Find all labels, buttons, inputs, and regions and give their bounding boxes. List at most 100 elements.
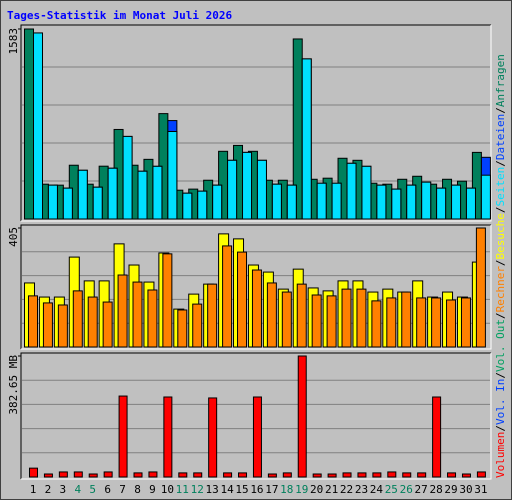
- bar: [451, 184, 462, 220]
- legend-entry: Anfragen: [494, 54, 507, 107]
- bar: [42, 302, 53, 348]
- bar: [480, 174, 491, 220]
- legend-entry: Vol. Out: [494, 319, 507, 372]
- legend-separator: /: [494, 107, 507, 114]
- bar: [271, 183, 282, 220]
- bar: [162, 253, 173, 348]
- panel-border: [21, 353, 492, 480]
- bar: [281, 291, 292, 348]
- bar: [28, 295, 38, 348]
- legend-separator: /: [494, 259, 507, 266]
- bar: [238, 472, 248, 478]
- bar: [401, 291, 412, 348]
- x-tick-label: 23: [355, 483, 368, 496]
- panel-border: [20, 24, 491, 221]
- bar: [29, 467, 38, 478]
- bar: [461, 473, 471, 478]
- bar: [43, 473, 53, 478]
- bar: [88, 473, 98, 478]
- bar: [132, 281, 143, 348]
- bar: [371, 300, 382, 348]
- bar: [406, 184, 417, 220]
- bar: [327, 473, 337, 478]
- chart-title: Tages-Statistik im Monat Juli 2026: [7, 9, 233, 22]
- panel-border: [21, 225, 492, 350]
- bar: [107, 167, 118, 220]
- bar: [208, 397, 218, 478]
- bar: [331, 182, 342, 220]
- bar: [223, 472, 233, 478]
- bar: [465, 187, 476, 220]
- legend-separator: /: [494, 425, 507, 432]
- bar: [118, 395, 128, 478]
- x-tick-label: 16: [250, 483, 263, 496]
- bar: [402, 472, 412, 478]
- bar: [417, 472, 427, 478]
- bar: [167, 131, 178, 220]
- legend-separator: /: [494, 160, 507, 167]
- bar: [391, 188, 402, 220]
- bar: [311, 294, 322, 348]
- bar: [342, 472, 352, 478]
- bar: [58, 471, 68, 478]
- bar: [137, 170, 148, 220]
- legend-entry: Dateien: [494, 114, 507, 160]
- bar: [152, 165, 163, 220]
- bar: [387, 471, 397, 478]
- bar: [286, 184, 297, 220]
- x-tick-label: 27: [415, 483, 428, 496]
- bar: [376, 184, 387, 220]
- y-tick-label: 405: [7, 227, 20, 247]
- x-tick-label: 10: [161, 483, 174, 496]
- bar: [178, 472, 188, 478]
- x-tick-label: 8: [134, 483, 141, 496]
- bar: [92, 186, 103, 220]
- bar: [256, 159, 267, 220]
- bar: [460, 297, 471, 348]
- bar: [447, 472, 457, 478]
- bar: [251, 269, 262, 348]
- bar: [242, 151, 253, 220]
- bar: [117, 274, 128, 348]
- bar: [326, 295, 337, 348]
- legend-entry: Besuche: [494, 213, 507, 259]
- bar: [222, 245, 233, 348]
- bar: [312, 473, 322, 478]
- x-tick-label: 7: [119, 483, 126, 496]
- bar: [237, 251, 248, 348]
- panel-border: [20, 352, 491, 479]
- bar: [316, 182, 327, 220]
- bar: [296, 283, 307, 348]
- bar: [436, 187, 447, 220]
- x-tick-label: 4: [74, 483, 81, 496]
- bar: [122, 135, 133, 220]
- x-tick-label: 18: [280, 483, 293, 496]
- bar: [182, 192, 193, 220]
- bar: [282, 472, 292, 478]
- bar: [192, 303, 203, 348]
- x-tick-label: 3: [60, 483, 67, 496]
- bar: [416, 297, 427, 348]
- x-tick-label: 6: [104, 483, 111, 496]
- x-tick-label: 1: [30, 483, 37, 496]
- y-tick-label: 1583: [7, 28, 20, 55]
- x-tick-label: 12: [191, 483, 204, 496]
- x-tick-label: 22: [340, 483, 353, 496]
- bar: [432, 396, 442, 478]
- panel-border: [20, 224, 491, 349]
- bar: [163, 396, 173, 478]
- x-tick-label: 9: [149, 483, 156, 496]
- x-tick-label: 20: [310, 483, 323, 496]
- bar: [341, 288, 352, 348]
- bar: [193, 472, 203, 478]
- bar: [372, 472, 382, 478]
- bar: [57, 304, 68, 348]
- bar: [212, 184, 223, 220]
- legend: Volumen/Vol. In/Vol. Out/Rechner/Besuche…: [494, 54, 507, 478]
- legend-separator: /: [494, 312, 507, 319]
- bar: [475, 227, 486, 348]
- bar: [77, 169, 88, 220]
- bar: [301, 58, 312, 220]
- bar: [147, 289, 158, 348]
